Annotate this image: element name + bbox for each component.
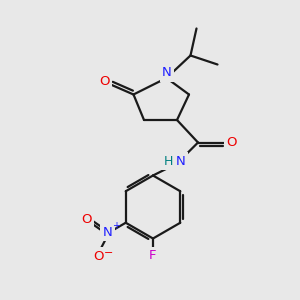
Text: F: F xyxy=(149,249,157,262)
Text: O: O xyxy=(81,213,92,226)
Text: O: O xyxy=(99,75,109,88)
Text: N: N xyxy=(103,226,112,239)
Text: H: H xyxy=(163,154,173,168)
Text: +: + xyxy=(112,221,120,231)
Text: −: − xyxy=(104,248,113,258)
Text: N: N xyxy=(176,154,185,168)
Text: N: N xyxy=(162,66,172,79)
Text: O: O xyxy=(94,250,104,263)
Text: O: O xyxy=(226,136,237,149)
